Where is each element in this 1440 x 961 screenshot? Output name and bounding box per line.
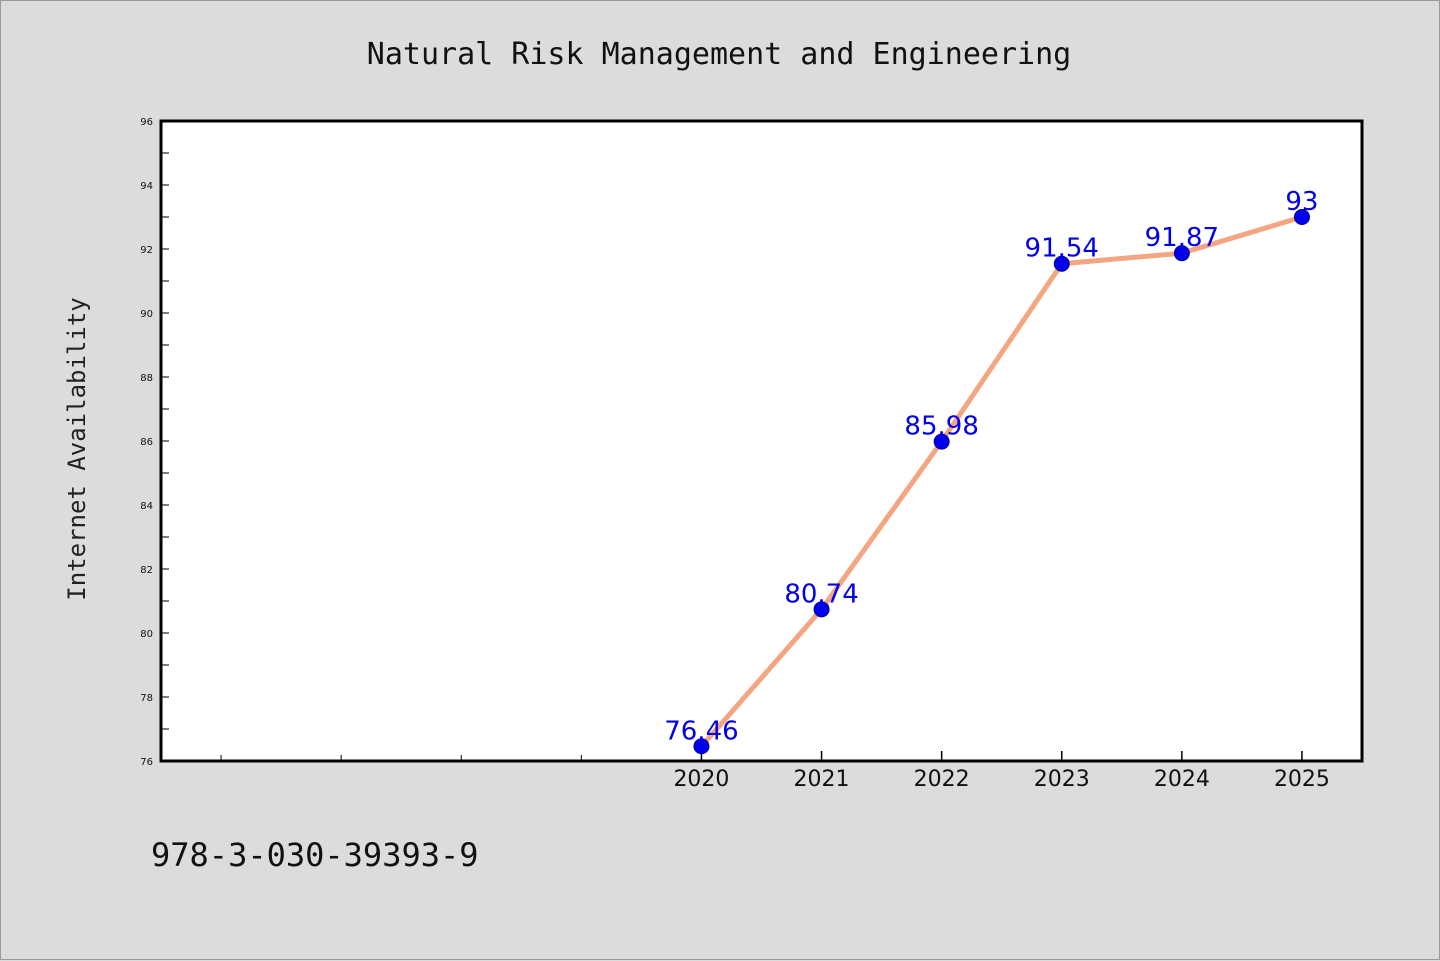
y-axis-label: Internet Availability [63, 297, 91, 600]
y-tick-label: 76 [140, 757, 153, 768]
data-label: 85.98 [904, 412, 978, 442]
data-point [813, 601, 830, 618]
data-label: 91.87 [1145, 223, 1219, 253]
axis-ticks: 76 78 80 82 84 86 88 90 92 94 96 2020 2021 2022 2023 20… [140, 117, 1330, 792]
data-point [1053, 255, 1070, 272]
series-line [699, 214, 1305, 749]
y-tick-label: 78 [140, 693, 153, 704]
y-tick-label: 80 [140, 629, 153, 640]
data-point [1173, 245, 1190, 262]
y-tick-label: 90 [140, 309, 153, 320]
x-tick-label: 2020 [673, 767, 729, 792]
y-tick-label: 82 [140, 565, 153, 576]
data-point [693, 738, 710, 755]
data-label: 80.74 [784, 579, 858, 609]
plot-area [161, 121, 1362, 761]
data-point [1293, 209, 1310, 225]
y-tick-label: 84 [140, 501, 153, 512]
y-tick-label: 88 [140, 373, 153, 384]
y-tick-label: 86 [140, 437, 153, 448]
plot-border [159, 119, 1364, 763]
chart-title: Natural Risk Management and Engineering [367, 37, 1071, 72]
series-layer: 76.46 80.74 85.98 91.54 91.87 93 [664, 187, 1318, 755]
data-label: 93 [1285, 187, 1318, 217]
data-label: 76.46 [664, 716, 738, 746]
x-tick-label: 2024 [1154, 767, 1210, 792]
data-label: 91.54 [1025, 234, 1099, 264]
y-tick-label: 94 [140, 181, 153, 192]
y-tick-label: 92 [140, 245, 153, 256]
x-tick-label: 2022 [914, 767, 970, 792]
data-point [933, 433, 950, 450]
x-tick-label: 2023 [1034, 767, 1090, 792]
y-tick-label: 96 [140, 117, 153, 128]
isbn-footer: 978-3-030-39393-9 [151, 836, 479, 874]
x-tick-label: 2021 [794, 767, 850, 792]
x-tick-label: 2025 [1274, 767, 1330, 792]
